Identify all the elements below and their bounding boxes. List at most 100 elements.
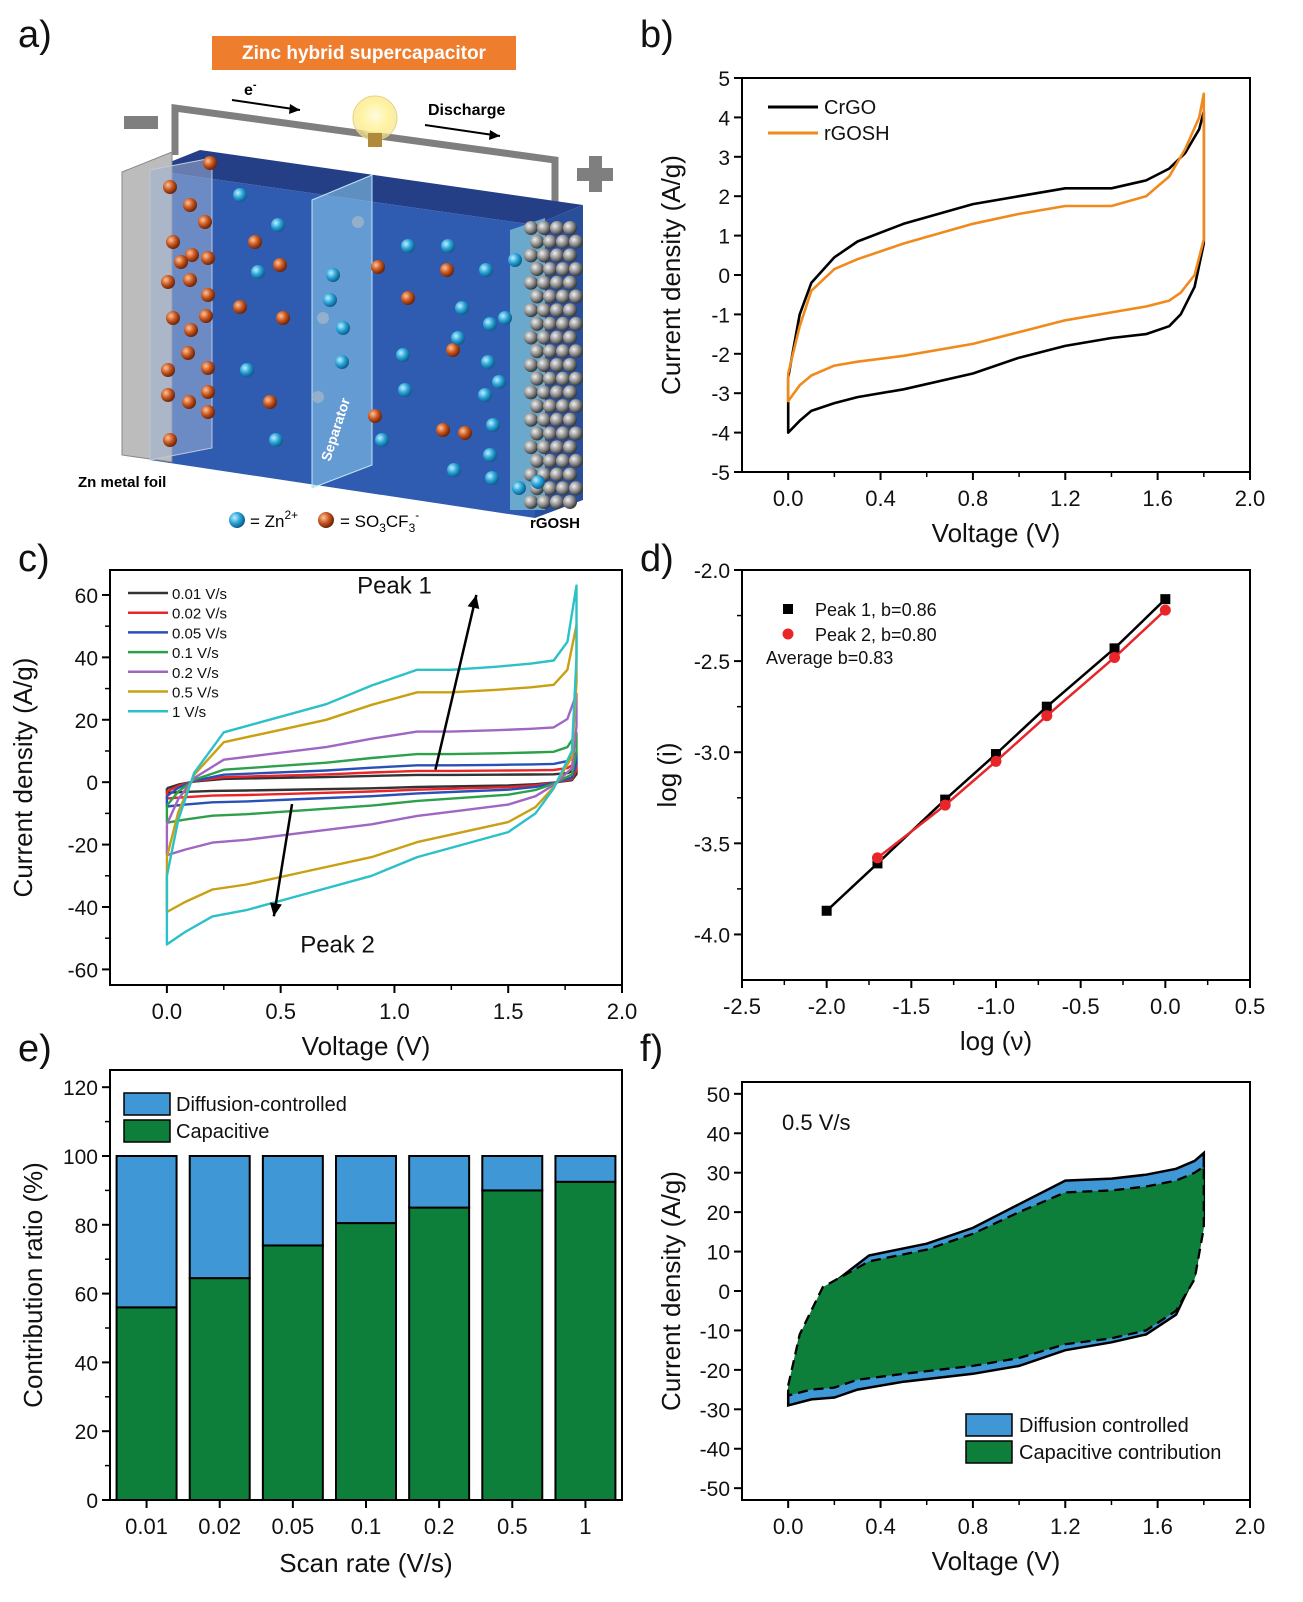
- x-tick-label: 1.6: [1142, 486, 1173, 511]
- zinc-supercapacitor-schematic: Zinc hybrid supercapacitor e- Discharge …: [78, 36, 613, 535]
- carbon-sphere: [550, 248, 564, 263]
- carbon-sphere: [543, 316, 557, 331]
- carbon-sphere: [563, 221, 577, 235]
- legend-label: 1 V/s: [172, 704, 206, 721]
- data-point-square: [991, 749, 1001, 760]
- x-tick-label: 0.5: [497, 1514, 528, 1539]
- carbon-sphere: [550, 303, 564, 318]
- x-axis-label: log (ν): [960, 1026, 1032, 1056]
- y-tick-label: -4: [711, 423, 730, 446]
- y-tick-label: -2: [711, 344, 730, 367]
- rgosh-label: rGOSH: [530, 515, 580, 532]
- zn-ion: [401, 239, 415, 253]
- peak-annotation: Peak 2: [300, 931, 375, 958]
- y-tick-label: 80: [75, 1215, 98, 1238]
- carbon-sphere: [530, 371, 544, 386]
- data-point-circle: [1041, 710, 1053, 722]
- y-tick-label: -5: [711, 462, 730, 485]
- carbon-sphere: [524, 358, 538, 372]
- y-tick-label: -40: [700, 1439, 730, 1462]
- y-tick-label: -1: [711, 304, 730, 327]
- y-axis-label: Current density (A/g): [656, 155, 686, 395]
- carbon-sphere: [550, 221, 564, 235]
- zn-ion: [271, 218, 285, 232]
- carbon-sphere: [537, 248, 551, 263]
- anion-ion: [199, 309, 213, 323]
- anion-ion: [184, 323, 198, 337]
- legend-label-rGOSH: rGOSH: [824, 123, 890, 145]
- schematic-title: Zinc hybrid supercapacitor: [242, 43, 486, 64]
- carbon-sphere: [556, 316, 570, 331]
- y-tick-label: 60: [75, 585, 98, 608]
- data-point-circle: [1159, 604, 1171, 616]
- carbon-sphere: [550, 467, 564, 482]
- carbon-sphere: [569, 481, 583, 496]
- y-tick-label: 0: [718, 1281, 730, 1304]
- y-tick-label: 60: [75, 1284, 98, 1307]
- zn-ion: [498, 311, 512, 325]
- series-line-0-1-V-s: [165, 731, 578, 824]
- anion-ion: [161, 363, 175, 377]
- discharge-label: Discharge: [428, 102, 505, 119]
- y-tick-label: 5: [718, 68, 730, 91]
- y-tick-label: -3: [711, 383, 730, 406]
- x-tick-label: 1.2: [1050, 486, 1081, 511]
- anion-ion: [368, 409, 382, 423]
- zn-ion: [483, 448, 497, 462]
- carbon-sphere: [550, 330, 564, 345]
- carbon-sphere: [563, 495, 577, 509]
- rgosh-carbon-spheres: [524, 221, 583, 509]
- y-tick-label: 20: [75, 710, 98, 733]
- x-tick-label: 0.0: [773, 1514, 804, 1539]
- zn-ion: [508, 253, 522, 267]
- legend-label: 0.01 V/s: [172, 586, 227, 603]
- anion-ion: [273, 258, 287, 272]
- carbon-sphere: [563, 467, 577, 482]
- carbon-sphere: [543, 481, 557, 496]
- carbon-sphere: [550, 412, 564, 427]
- y-tick-label: 10: [707, 1242, 730, 1265]
- bar-capacitive: [408, 1206, 471, 1501]
- peak-annotation: Peak 1: [357, 573, 432, 600]
- carbon-sphere: [543, 234, 557, 249]
- chart-d: -2.5 -2.0 -1.5 -1.0 -0.5 0.0 0.5 -4.0 -3.5 -3.0 -2…: [652, 560, 1265, 1056]
- peak-arrow: [434, 594, 478, 770]
- anion-ion: [201, 361, 215, 375]
- x-tick-label: 0.4: [865, 486, 896, 511]
- zn-ion: [233, 188, 247, 202]
- y-tick-label: 50: [707, 1084, 730, 1107]
- anion-ion: [436, 423, 450, 437]
- carbon-sphere: [556, 426, 570, 441]
- carbon-sphere: [569, 426, 583, 441]
- y-tick-label: -20: [700, 1360, 730, 1383]
- zn-ion: [483, 317, 497, 331]
- anion-ion: [446, 343, 460, 357]
- y-tick-label: 1: [718, 226, 730, 249]
- carbon-sphere: [537, 303, 551, 318]
- zn-ion: [481, 355, 495, 369]
- anion-ion: [182, 395, 196, 409]
- carbon-sphere: [530, 262, 544, 277]
- zn-ion: [240, 363, 254, 377]
- anion-ion: [183, 273, 197, 287]
- carbon-sphere: [563, 412, 577, 427]
- panel-label-e: e): [18, 1028, 52, 1070]
- anion-ion: [401, 291, 415, 305]
- y-axis-label: Current density (A/g): [656, 1171, 686, 1411]
- x-tick-label: 0.02: [198, 1514, 241, 1539]
- zn-ion: [447, 463, 461, 477]
- carbon-sphere: [530, 426, 544, 441]
- anion-ion: [198, 215, 212, 229]
- carbon-sphere: [569, 371, 583, 386]
- anion-ion: [163, 433, 177, 447]
- carbon-sphere: [543, 344, 557, 359]
- carbon-sphere: [550, 440, 564, 455]
- carbon-sphere: [543, 289, 557, 304]
- x-tick-label: 1.6: [1142, 1514, 1173, 1539]
- x-tick-label: -1.5: [892, 994, 930, 1019]
- anion-ion: [201, 288, 215, 302]
- carbon-sphere: [563, 275, 577, 290]
- chart-f: 0.0 0.4 0.8 1.2 1.6 2.0 -50 -40 -30 -20 -10 0 10 20 30…: [656, 1081, 1265, 1576]
- data-point-circle: [871, 852, 883, 864]
